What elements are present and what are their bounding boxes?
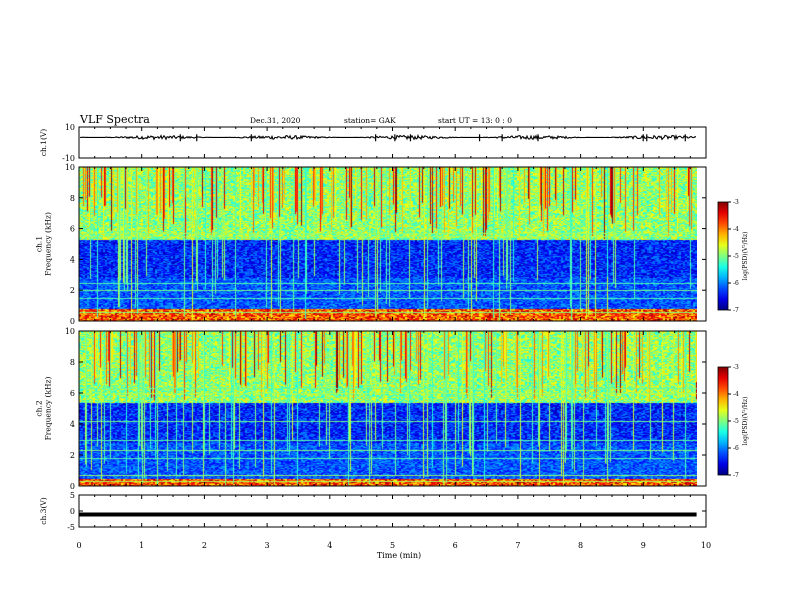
ch1-waveform-panel: 10 -10 ch.1(V) (39, 123, 707, 163)
x-tick-label: 1 (139, 541, 144, 550)
x-tick-label: 5 (390, 541, 395, 550)
ch1-spec-ytick-label: 0 (70, 317, 75, 326)
ch3-ytick-label: -5 (67, 523, 75, 532)
x-tick-label: 4 (327, 541, 332, 550)
ch1-spec-image (79, 167, 697, 321)
x-axis-label: Time (min) (377, 551, 421, 560)
ch1-spec-ylabel: ch.1Frequency (kHz) (35, 212, 53, 276)
ch2-spec-image (79, 331, 697, 486)
ch2-colorbar-tick-label: -6 (733, 445, 739, 452)
ch1-spec-ytick-label: 2 (70, 286, 75, 295)
ch1-waveform-line (79, 133, 697, 141)
ch1-colorbar-label: log(PSD)(V²/Hz) (742, 232, 749, 281)
header-station: station= GAK (344, 116, 396, 125)
ch3-ytick-label: 0 (70, 507, 75, 516)
ch2-spec-ylabel: ch.2Frequency (kHz) (35, 377, 53, 441)
ch3-ylabel: ch.3(V) (39, 497, 48, 525)
x-tick-label: 6 (453, 541, 458, 550)
ch1-ytick-label: 10 (65, 123, 75, 132)
ch1-spec-ytick-label: 10 (65, 163, 75, 172)
ch1-colorbar-tick-label: -7 (733, 307, 739, 314)
ch2-colorbar-bar (717, 366, 729, 476)
ch2-colorbar: -3 -4 -5 -6 -7 log(PSD)(V²/Hz) (717, 364, 749, 479)
x-tick-label: 8 (578, 541, 583, 550)
header-start-time: start UT = 13: 0 : 0 (438, 116, 512, 125)
ch1-spectrogram-panel: 0 2 4 6 8 10 ch.1Frequency (kHz) (35, 163, 707, 326)
x-tick-label: 9 (641, 541, 646, 550)
ch2-spectrogram-panel: 0 2 4 6 8 10 ch.2Frequency (kHz) (35, 327, 707, 491)
ch2-spec-ytick-label: 10 (65, 327, 75, 336)
ch1-ytick-label: -10 (62, 154, 75, 163)
ch2-colorbar-tick-label: -4 (733, 391, 739, 398)
ch1-colorbar-tick-label: -3 (733, 199, 739, 206)
x-tick-label: 0 (76, 541, 81, 550)
ch2-colorbar-tick-label: -5 (733, 418, 739, 425)
x-tick-label: 3 (265, 541, 270, 550)
x-tick-label: 7 (515, 541, 520, 550)
ch1-spec-ytick-label: 6 (70, 225, 75, 234)
ch1-frame (78, 126, 707, 159)
ch2-spec-ytick-label: 8 (70, 358, 75, 367)
ch1-colorbar-tick-label: -6 (733, 280, 739, 287)
ch2-colorbar-label: log(PSD)(V²/Hz) (742, 397, 749, 446)
x-tick-label: 2 (202, 541, 207, 550)
ch2-colorbar-tick-label: -3 (733, 364, 739, 371)
ch2-spec-ytick-label: 2 (70, 451, 75, 460)
ch1-spec-ytick-label: 8 (70, 194, 75, 203)
time-axis: 0 1 2 3 4 5 6 7 8 9 10 (76, 541, 711, 550)
ch1-colorbar-tick-label: -4 (733, 226, 739, 233)
ch3-waveform-panel: 5 0 -5 ch.3(V) (39, 491, 707, 532)
ch2-spec-ytick-label: 6 (70, 389, 75, 398)
ch3-ytick-label: 5 (70, 491, 75, 500)
ch1-colorbar: -3 -4 -5 -6 -7 log(PSD)(V²/Hz) (717, 199, 749, 314)
ch1-colorbar-tick-label: -5 (733, 253, 739, 260)
ch3-frame (78, 494, 707, 528)
ch2-spec-ytick-label: 4 (70, 420, 75, 429)
header-date: Dec.31, 2020 (250, 116, 301, 125)
ch1-ylabel: ch.1(V) (39, 129, 48, 157)
figure-title: VLF Spectra (79, 113, 150, 126)
ch1-colorbar-bar (717, 201, 729, 311)
ch1-spec-ytick-label: 4 (70, 255, 75, 264)
x-tick-label: 10 (701, 541, 711, 550)
ch2-colorbar-tick-label: -7 (733, 472, 739, 479)
ch2-spec-ytick-label: 0 (70, 482, 75, 491)
